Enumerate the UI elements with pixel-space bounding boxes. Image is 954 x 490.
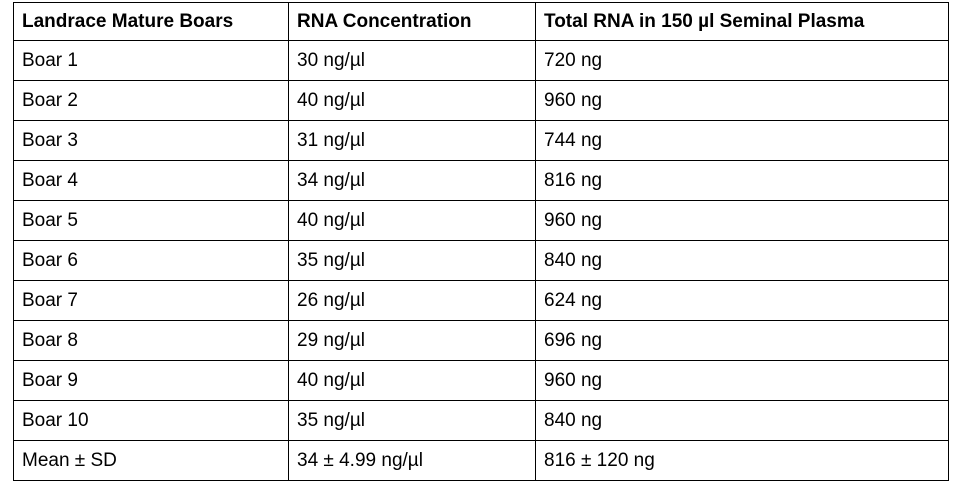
cell-concentration: 40 ng/µl	[288, 360, 536, 401]
header-total-rna: Total RNA in 150 µl Seminal Plasma	[535, 2, 949, 41]
cell-total-rna: 624 ng	[535, 280, 949, 321]
table-row: Boar 2 40 ng/µl 960 ng	[13, 80, 949, 121]
cell-total-rna: 840 ng	[535, 400, 949, 441]
table-row: Boar 8 29 ng/µl 696 ng	[13, 320, 949, 361]
cell-concentration: 34 ng/µl	[288, 160, 536, 201]
table-row: Boar 9 40 ng/µl 960 ng	[13, 360, 949, 401]
cell-total-rna: 960 ng	[535, 200, 949, 241]
cell-boar: Boar 9	[13, 360, 289, 401]
header-row: Landrace Mature Boars RNA Concentration …	[13, 2, 949, 41]
cell-boar: Boar 6	[13, 240, 289, 281]
cell-boar: Boar 4	[13, 160, 289, 201]
cell-concentration: 30 ng/µl	[288, 40, 536, 81]
cell-concentration: 35 ng/µl	[288, 240, 536, 281]
cell-mean-total-rna: 816 ± 120 ng	[535, 440, 949, 481]
table-row: Boar 4 34 ng/µl 816 ng	[13, 160, 949, 201]
cell-total-rna: 720 ng	[535, 40, 949, 81]
table-row: Boar 1 30 ng/µl 720 ng	[13, 40, 949, 81]
cell-boar: Boar 3	[13, 120, 289, 161]
cell-total-rna: 744 ng	[535, 120, 949, 161]
cell-mean-concentration: 34 ± 4.99 ng/µl	[288, 440, 536, 481]
table-row: Boar 5 40 ng/µl 960 ng	[13, 200, 949, 241]
cell-total-rna: 960 ng	[535, 360, 949, 401]
table-row: Boar 3 31 ng/µl 744 ng	[13, 120, 949, 161]
header-boar: Landrace Mature Boars	[13, 2, 289, 41]
table-row: Boar 6 35 ng/µl 840 ng	[13, 240, 949, 281]
cell-total-rna: 960 ng	[535, 80, 949, 121]
table-header: Landrace Mature Boars RNA Concentration …	[13, 2, 949, 41]
cell-boar: Boar 5	[13, 200, 289, 241]
cell-total-rna: 816 ng	[535, 160, 949, 201]
cell-boar: Boar 10	[13, 400, 289, 441]
cell-concentration: 31 ng/µl	[288, 120, 536, 161]
cell-boar: Boar 7	[13, 280, 289, 321]
cell-concentration: 29 ng/µl	[288, 320, 536, 361]
cell-boar: Boar 2	[13, 80, 289, 121]
summary-row: Mean ± SD 34 ± 4.99 ng/µl 816 ± 120 ng	[13, 440, 949, 481]
cell-concentration: 35 ng/µl	[288, 400, 536, 441]
cell-boar: Boar 8	[13, 320, 289, 361]
cell-total-rna: 840 ng	[535, 240, 949, 281]
table-body: Boar 1 30 ng/µl 720 ng Boar 2 40 ng/µl 9…	[13, 40, 949, 481]
cell-total-rna: 696 ng	[535, 320, 949, 361]
rna-concentration-table: Landrace Mature Boars RNA Concentration …	[13, 2, 949, 481]
cell-concentration: 26 ng/µl	[288, 280, 536, 321]
cell-concentration: 40 ng/µl	[288, 200, 536, 241]
header-rna-concentration: RNA Concentration	[288, 2, 536, 41]
table-row: Boar 10 35 ng/µl 840 ng	[13, 400, 949, 441]
cell-concentration: 40 ng/µl	[288, 80, 536, 121]
cell-summary-label: Mean ± SD	[13, 440, 289, 481]
table-row: Boar 7 26 ng/µl 624 ng	[13, 280, 949, 321]
cell-boar: Boar 1	[13, 40, 289, 81]
